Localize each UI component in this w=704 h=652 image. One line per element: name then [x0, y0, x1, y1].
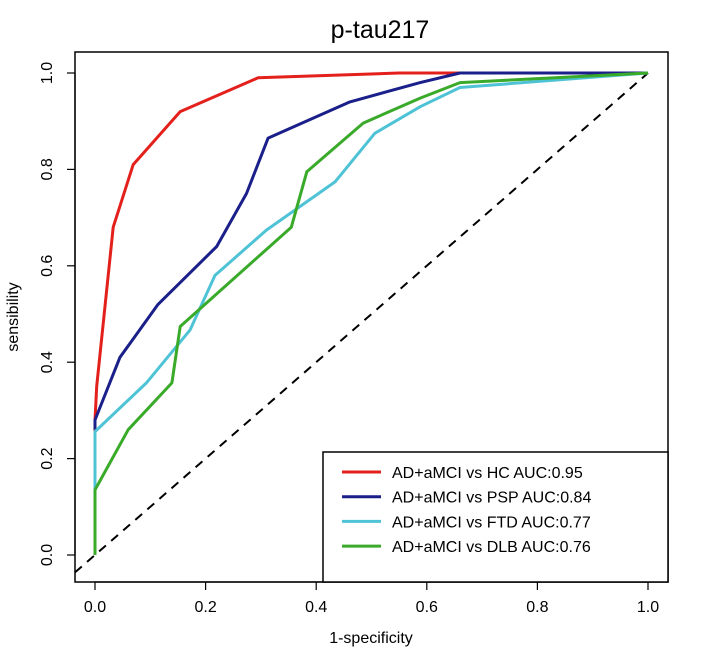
x-tick-label: 0.2 [194, 599, 216, 616]
legend: AD+aMCI vs HC AUC:0.95 AD+aMCI vs PSP AUC… [322, 451, 669, 583]
legend-label: AD+aMCI vs HC AUC:0.95 [392, 465, 583, 482]
y-axis-label: sensibility [5, 282, 22, 351]
x-tick-label: 0.6 [416, 599, 438, 616]
y-tick-label: 1.0 [39, 62, 56, 84]
legend-label: AD+aMCI vs DLB AUC:0.76 [392, 539, 591, 556]
y-tick-label: 0.6 [39, 255, 56, 277]
roc-curve-0 [93, 71, 648, 555]
legend-label: AD+aMCI vs FTD AUC:0.77 [392, 514, 591, 531]
y-tick-label: 0.4 [39, 351, 56, 373]
x-tick-label: 0.8 [526, 599, 548, 616]
x-axis-label: 1-specificity [329, 630, 413, 647]
x-tick-label: 0.4 [305, 599, 327, 616]
y-tick-label: 0.2 [39, 447, 56, 469]
roc-curve-2 [93, 71, 649, 490]
roc-curve-3 [93, 71, 649, 555]
y-tick-label: 0.8 [39, 158, 56, 180]
roc-curve-1 [93, 71, 648, 430]
x-tick-label: 0.0 [84, 599, 106, 616]
chart-title: p-tau217 [331, 16, 430, 44]
x-tick-label: 1.0 [637, 599, 659, 616]
y-tick-label: 0.0 [39, 544, 56, 566]
legend-label: AD+aMCI vs PSP AUC:0.84 [392, 490, 591, 507]
legend-box [322, 451, 669, 583]
